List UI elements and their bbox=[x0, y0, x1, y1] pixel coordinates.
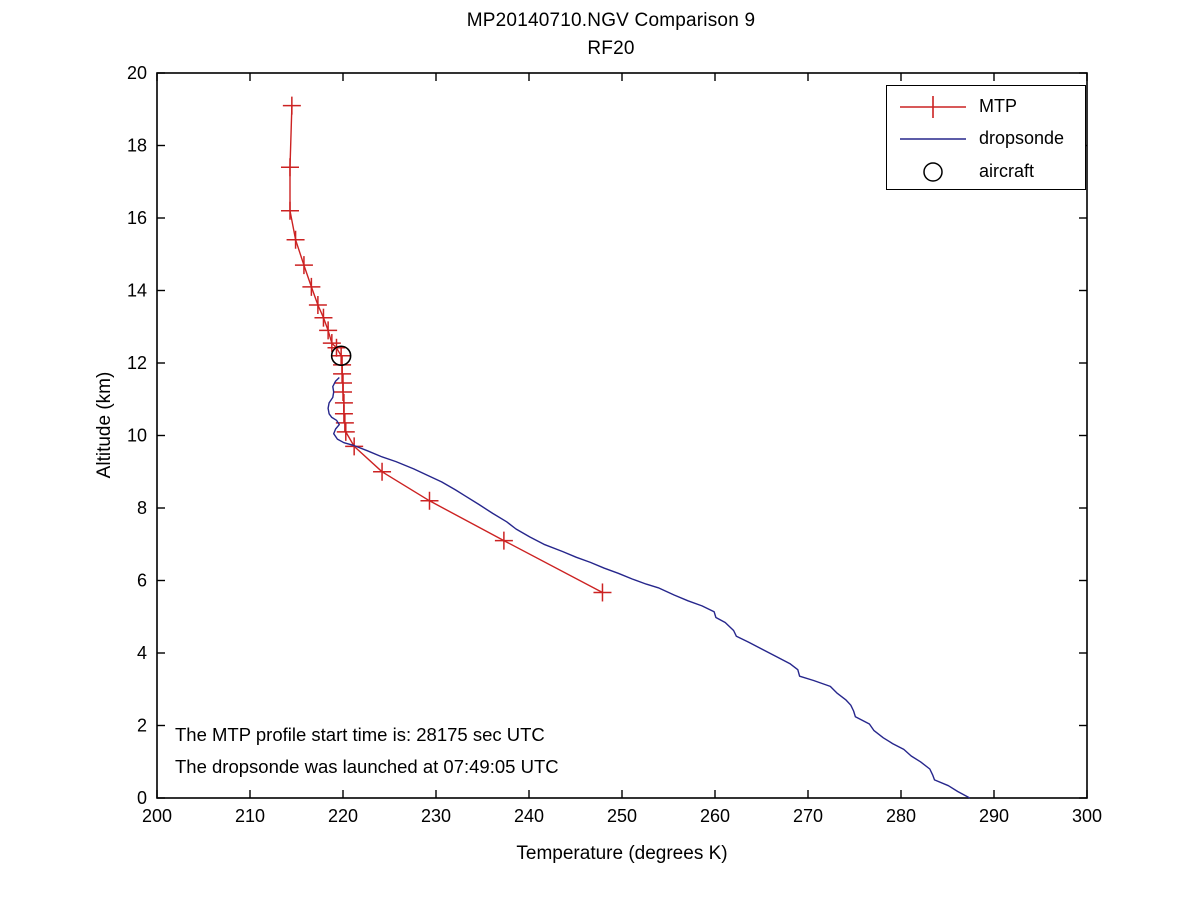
legend-label-aircraft: aircraft bbox=[979, 161, 1035, 181]
aircraft-series bbox=[330, 345, 352, 367]
y-tick-label: 10 bbox=[127, 426, 147, 446]
y-tick-label: 16 bbox=[127, 208, 147, 228]
x-tick-label: 220 bbox=[328, 806, 358, 826]
aircraft-marker bbox=[330, 345, 352, 367]
x-tick-label: 210 bbox=[235, 806, 265, 826]
dropsonde-line-icon bbox=[900, 138, 966, 140]
legend-item-aircraft: aircraft bbox=[887, 160, 1085, 184]
mtp-line-plus-icon bbox=[900, 96, 966, 118]
y-tick-label: 4 bbox=[137, 643, 147, 663]
annotation-dropsonde-launch: The dropsonde was launched at 07:49:05 U… bbox=[175, 756, 559, 777]
y-tick-label: 20 bbox=[127, 63, 147, 83]
y-tick-label: 6 bbox=[137, 571, 147, 591]
legend-label-mtp: MTP bbox=[979, 96, 1017, 116]
x-tick-label: 300 bbox=[1072, 806, 1102, 826]
x-tick-label: 290 bbox=[979, 806, 1009, 826]
dropsonde-series bbox=[327, 376, 971, 799]
y-axis-label: Altitude (km) bbox=[94, 371, 115, 479]
x-axis-label: Temperature (degrees K) bbox=[516, 843, 728, 864]
x-tick-label: 240 bbox=[514, 806, 544, 826]
x-tick-label: 230 bbox=[421, 806, 451, 826]
mtp-series bbox=[280, 96, 612, 602]
legend-item-mtp: MTP bbox=[887, 95, 1085, 119]
dropsonde-line bbox=[327, 376, 971, 799]
y-tick-label: 18 bbox=[127, 136, 147, 156]
legend-label-dropsonde: dropsonde bbox=[979, 128, 1065, 148]
x-tick-label: 200 bbox=[142, 806, 172, 826]
y-tick-label: 14 bbox=[127, 281, 147, 301]
x-tick-label: 270 bbox=[793, 806, 823, 826]
chart-subtitle: RF20 bbox=[587, 38, 635, 59]
y-tick-label: 12 bbox=[127, 353, 147, 373]
y-tick-label: 0 bbox=[137, 788, 147, 808]
x-tick-label: 280 bbox=[886, 806, 916, 826]
legend-box: MTP dropsonde aircraft bbox=[886, 85, 1086, 190]
annotation-mtp-start-time: The MTP profile start time is: 28175 sec… bbox=[175, 724, 545, 745]
x-tick-label: 260 bbox=[700, 806, 730, 826]
legend-item-dropsonde: dropsonde bbox=[887, 127, 1085, 151]
chart-title: MP20140710.NGV Comparison 9 bbox=[466, 10, 756, 31]
x-tick-label: 250 bbox=[607, 806, 637, 826]
y-tick-label: 2 bbox=[137, 716, 147, 736]
y-tick-label: 8 bbox=[137, 498, 147, 518]
aircraft-circle-icon bbox=[923, 162, 943, 182]
